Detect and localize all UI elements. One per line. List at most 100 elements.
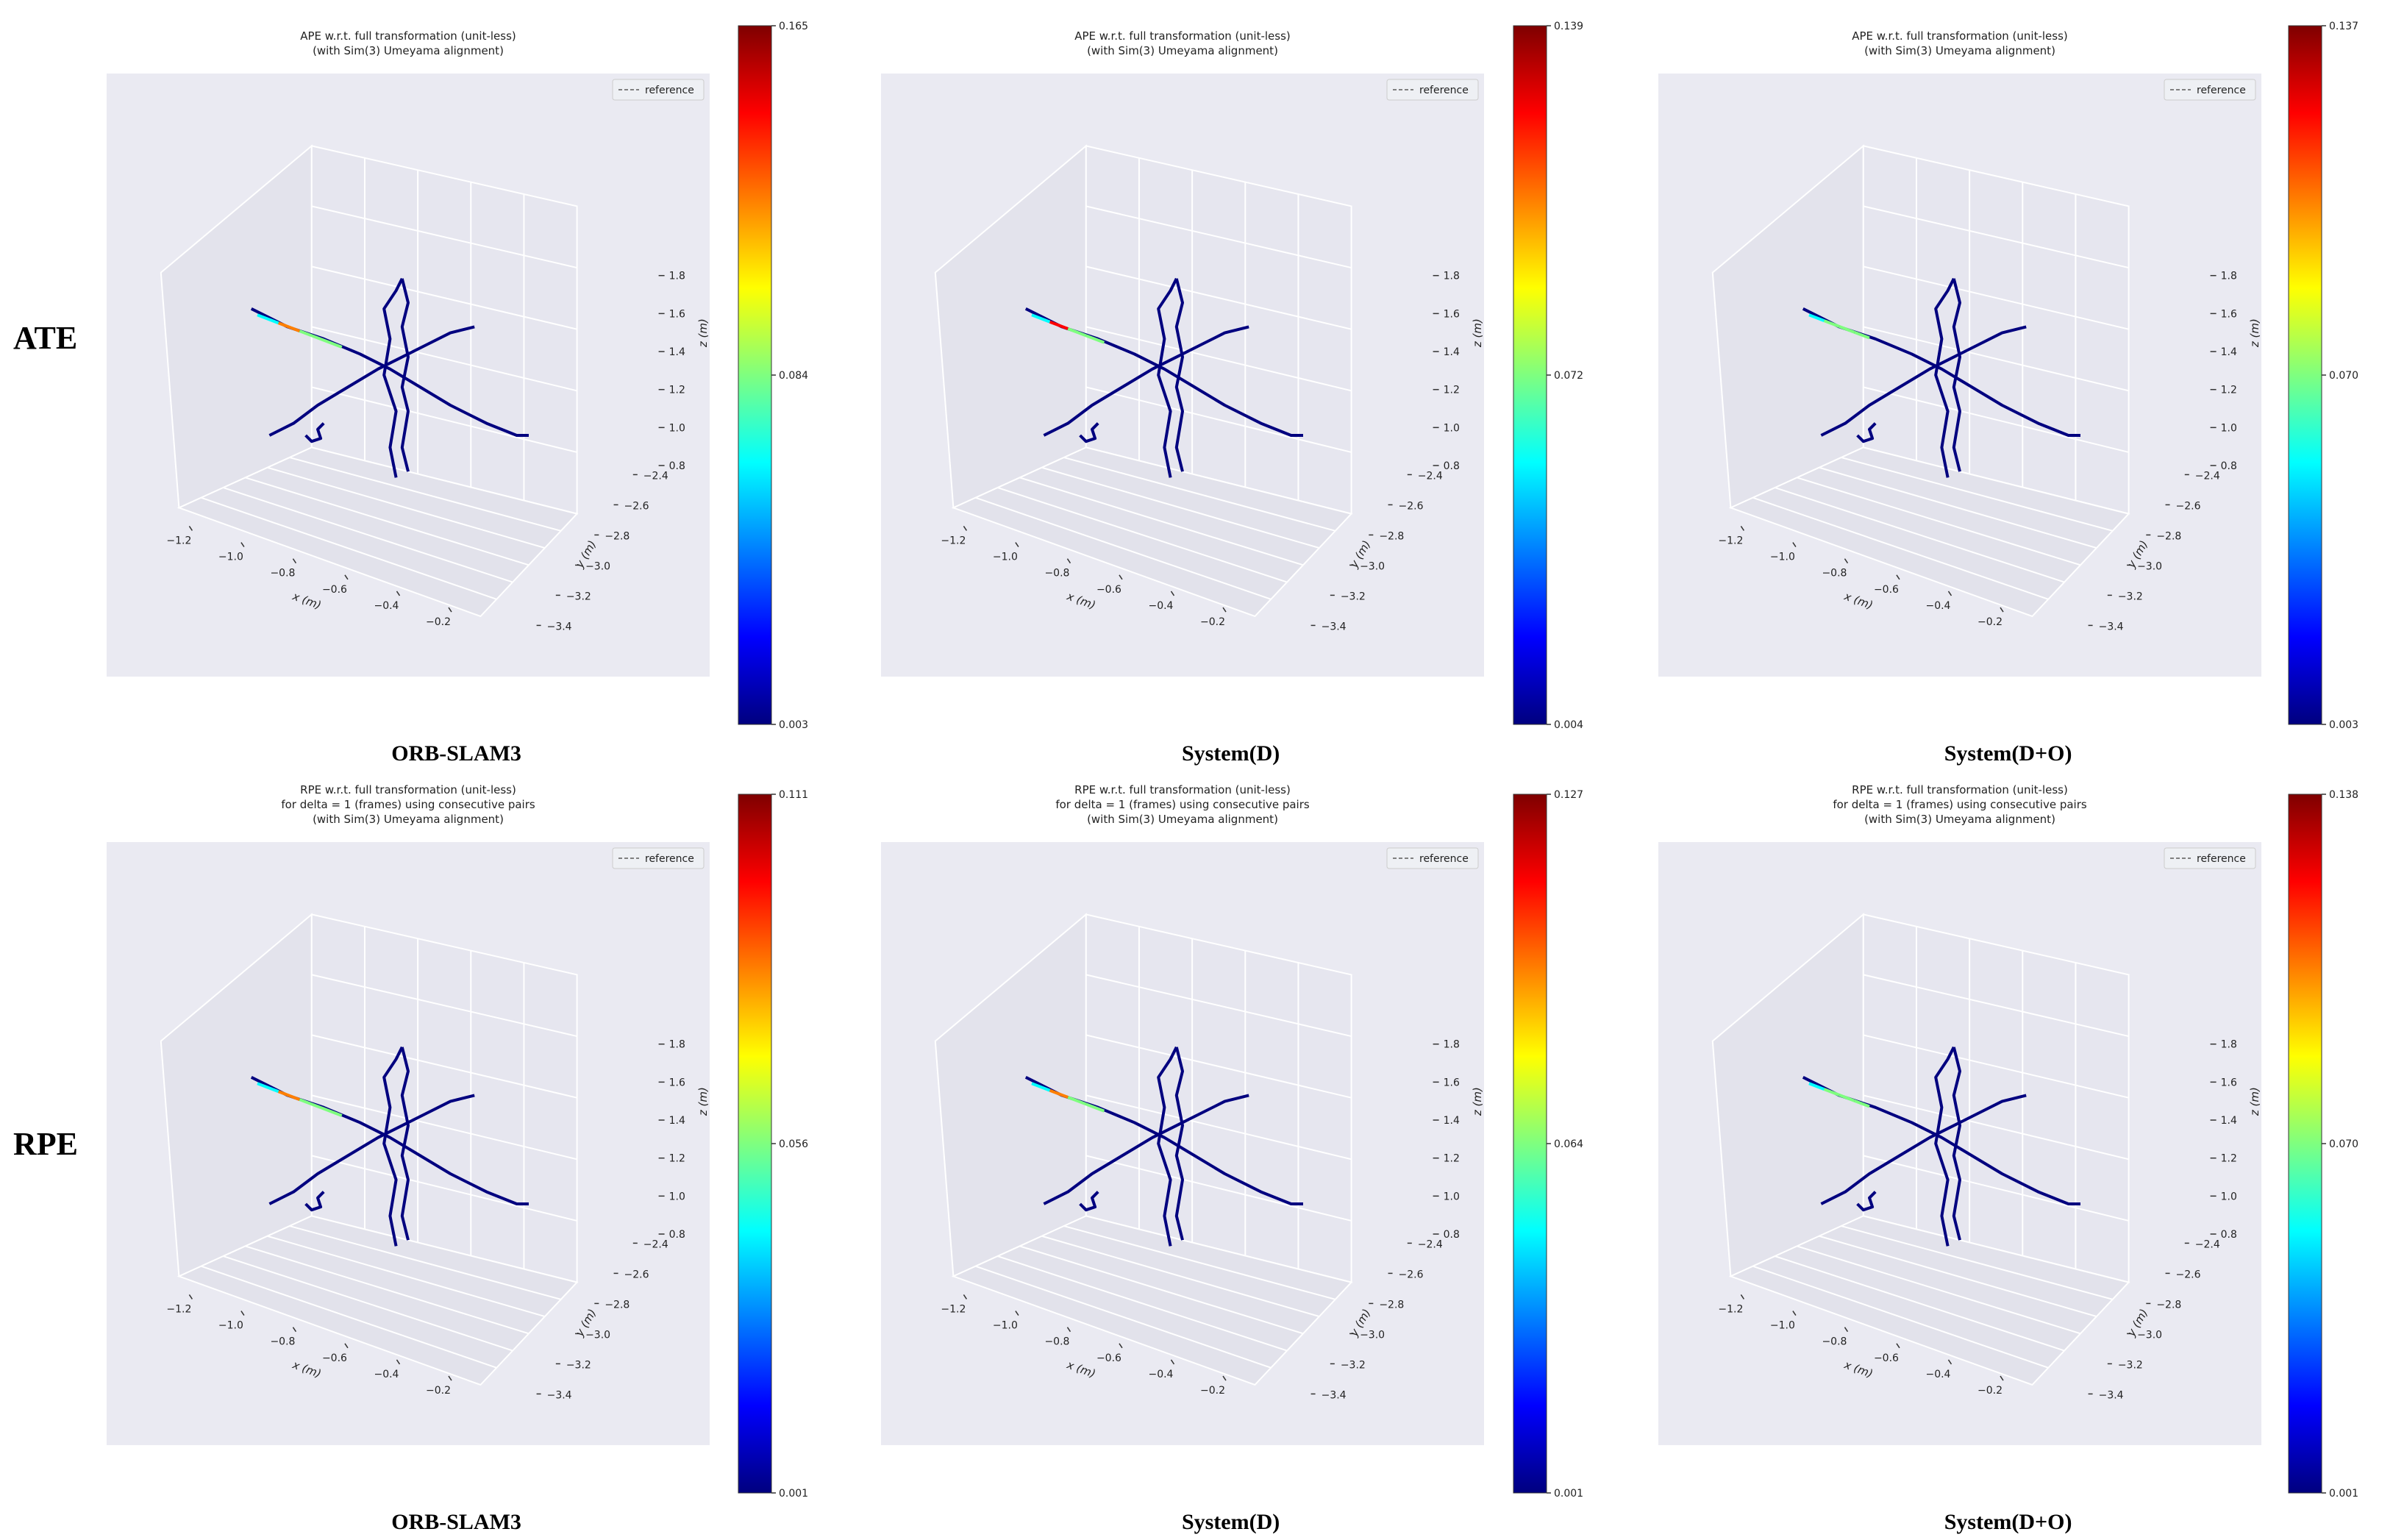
grid-line [267,1235,546,1318]
x-tick-label: −0.2 [426,1385,451,1397]
y-tick-label: −2.6 [624,500,649,512]
chart-panel-1: APE w.r.t. full transformation (unit-les… [107,21,808,766]
grid-line [1085,205,1352,269]
y-tick-label: −2.8 [2156,530,2181,542]
x-tick-label: −0.6 [1874,1352,1899,1364]
z-axis-label: z (m) [2248,318,2261,348]
y-tick-label: −3.2 [2118,1359,2143,1371]
z-tick-label: 1.6 [1444,308,1460,320]
z-tick-label: 1.6 [1444,1077,1460,1088]
grid-line [1863,1094,2129,1161]
colorbar-label-max: 0.137 [2329,21,2358,32]
x-tick-mark [448,1375,452,1381]
y-tick-label: −3.4 [1322,1389,1347,1401]
grid-line [975,496,1272,600]
trajectory-vertical-return [1952,1047,1961,1241]
z-tick-label: 0.8 [2221,1229,2237,1241]
chart-panel-3: APE w.r.t. full transformation (unit-les… [1658,21,2358,766]
x-tick-label: −0.4 [1148,600,1173,612]
x-tick-label: −0.6 [322,584,347,596]
x-tick-mark [1792,1311,1797,1316]
trajectory-vertical-return [1174,278,1184,472]
y-tick-label: −2.6 [1399,1269,1424,1280]
y-tick-label: −2.4 [1418,1238,1443,1250]
x-tick-label: −1.0 [1770,1320,1795,1332]
colorbar-label-max: 0.138 [2329,789,2358,801]
grid-line [1863,386,2129,453]
y-tick-label: −2.6 [1399,500,1424,512]
y-tick-label: −3.2 [566,591,591,602]
colorbar-label-max: 0.127 [1554,789,1583,801]
grid-line [1085,1155,1352,1222]
x-tick-label: −0.6 [1096,1352,1121,1364]
x-tick-label: −1.2 [1718,535,1743,546]
trajectory-vertical-return [400,278,410,472]
grid-line [1797,477,2081,566]
x-tick-mark [292,558,297,564]
x-tick-mark [963,1294,968,1300]
panel-caption: ORB-SLAM3 [391,741,521,766]
x-tick-label: −0.2 [426,616,451,628]
colorbar [1513,794,1547,1494]
z-tick-label: 1.8 [2221,271,2237,282]
y-tick-label: −3.4 [2099,1389,2124,1401]
y-tick-label: −3.0 [585,1329,610,1341]
error-segment [1049,320,1069,330]
z-tick-label: 1.6 [669,308,685,320]
x-tick-mark [1015,1311,1019,1316]
legend-box [2164,847,2256,869]
row-label-rpe: RPE [13,1126,78,1162]
z-tick-label: 1.4 [2221,1115,2237,1127]
grid-line [1085,265,1352,330]
grid-line [201,1265,497,1369]
x-tick-mark [963,525,968,531]
grid-line [1775,487,2065,583]
chart-title-line: for delta = 1 (frames) using consecutive… [1833,798,2087,811]
z-tick-label: 1.2 [669,385,685,396]
y-tick-label: −3.0 [2137,1329,2162,1341]
trajectory-vertical [382,277,404,478]
trajectory-arm-2 [1820,325,2027,437]
z-tick-label: 1.8 [1444,271,1460,282]
grid-line [1863,1155,2129,1222]
y-tick-label: −3.0 [2137,560,2162,572]
z-tick-label: 1.4 [2221,346,2237,358]
error-segment [320,1106,343,1117]
y-tick-label: −3.4 [1322,621,1347,632]
x-tick-label: −0.8 [1044,568,1069,580]
z-tick-label: 1.8 [2221,1039,2237,1051]
z-axis-label: z (m) [2248,1087,2261,1116]
trajectory-hook [1856,1191,1877,1212]
z-tick-label: 1.6 [2221,308,2237,320]
legend-label: reference [1419,853,1469,865]
x-tick-label: −0.2 [1200,616,1225,628]
grid-line [245,477,529,566]
error-segment [1067,327,1087,338]
chart-title-line: (with Sim(3) Umeyama alignment) [1087,44,1278,57]
colorbar [2288,794,2322,1494]
legend-box [2164,79,2256,101]
x-tick-label: −0.4 [374,600,399,612]
z-tick-label: 1.0 [1444,1191,1460,1202]
error-segment [299,329,321,341]
x-tick-mark [1844,558,1849,564]
x-tick-mark [240,542,245,547]
row-label-ate: ATE [13,320,77,356]
trajectory-vertical-return [1952,278,1961,472]
x-tick-mark [396,1359,401,1365]
x-tick-mark [1792,542,1797,547]
chart-title-line: (with Sim(3) Umeyama alignment) [313,813,504,826]
x-tick-label: −1.2 [941,535,966,546]
x-tick-mark [1170,591,1175,596]
x-tick-label: −0.4 [1148,1369,1173,1380]
grid-line [311,974,577,1038]
colorbar-label-min: 0.001 [779,1488,808,1500]
grid-line [311,386,577,453]
colorbar-label-mid: 0.064 [1554,1138,1583,1150]
x-tick-label: −0.2 [1977,616,2003,628]
z-tick-label: 1.4 [1444,1115,1460,1127]
grid-line [1063,1225,1335,1300]
error-segment [1823,1088,1840,1097]
grid-line [1085,1094,1352,1161]
error-segment [1085,1102,1105,1113]
